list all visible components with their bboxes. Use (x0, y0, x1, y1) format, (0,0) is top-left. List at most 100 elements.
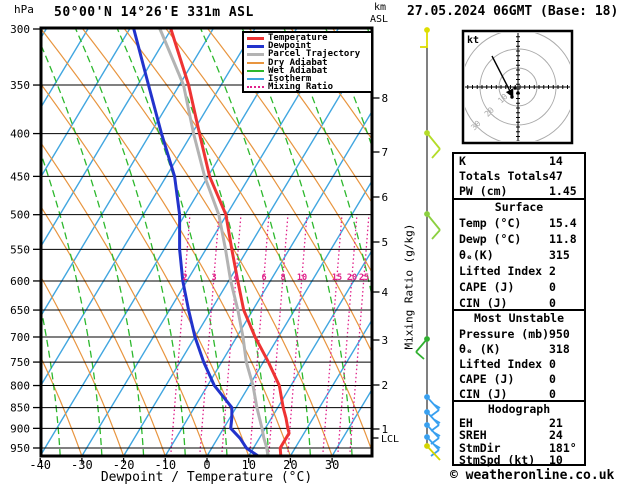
stat-row: Totals Totals 47 (454, 169, 584, 184)
legend-swatch-mixing-ratio (247, 86, 264, 89)
panel-title: Most Unstable (473, 311, 564, 325)
stat-label: EH (459, 416, 473, 431)
stat-row: Temp (°C) 15.4 (454, 215, 584, 231)
stat-value: 15.4 (549, 216, 577, 230)
legend-label: Dry Adiabat (268, 57, 328, 68)
stat-label: StmDir (459, 440, 501, 455)
wind-barb (420, 27, 430, 48)
km-tick-label: 7 (382, 146, 389, 159)
stat-label: CAPE (J) (459, 280, 515, 294)
asl-label: ASL (370, 14, 389, 25)
legend-swatch-parcel-trajectory (247, 52, 264, 56)
hodograph-unit-label: kt (467, 35, 479, 46)
station-title: 50°00'N 14°26'E 331m ASL (54, 5, 254, 20)
temp-tick-label: -40 (29, 458, 51, 472)
km-tick-label: 2 (382, 379, 389, 392)
pressure-tick-label: 750 (10, 356, 30, 369)
plot-border (39, 26, 374, 458)
legend-item: Parcel Trajectory (247, 50, 371, 59)
stat-row: EH 21 (454, 416, 584, 431)
stats-panel-hodograph: Hodograph EH 21 SREH 24 StmDir 181° StmSpd (kt)… (452, 400, 586, 467)
km-tick-label: 3 (382, 334, 389, 347)
pressure-tick-label: 700 (10, 331, 30, 344)
temperature-curve (169, 28, 291, 456)
legend-item: Dry Adiabat (247, 57, 371, 68)
wind-barb (424, 130, 441, 159)
mixing-ratio-value-label: 8 (280, 273, 285, 283)
stat-label: Temp (°C) (459, 216, 522, 230)
stats-panel-surface: Surface Temp (°C) 15.4 Dewp (°C) 11.8 θₑ(K) 31… (452, 198, 586, 311)
stat-label: θₑ(K) (459, 248, 494, 262)
chart-legend: Temperature Dewpoint Parcel Trajectory Dry … (242, 31, 373, 93)
legend-swatch-dewpoint (247, 44, 264, 48)
temperature-axis: -40 -30 -20 -10 0 10 20 30 (29, 458, 339, 472)
mixing-ratio-value-label: 10 (297, 273, 307, 283)
wind-barb (424, 211, 441, 240)
stat-value: 181° (549, 440, 577, 455)
km-tick-label: 6 (382, 191, 389, 204)
temp-tick-label: 20 (283, 458, 297, 472)
mixing-ratio-value-label: 6 (261, 273, 266, 283)
km-tick-label: 8 (382, 92, 389, 105)
stat-value: 11.8 (549, 232, 577, 246)
stats-panel: K 14 Totals Totals 47 PW (cm) 1.45 (452, 152, 586, 200)
hodograph-trace-dot (513, 86, 517, 90)
sounding-curves (132, 28, 291, 456)
legend-label: Temperature (268, 33, 328, 43)
stat-value: 47 (549, 168, 563, 183)
stat-label: CIN (J) (459, 387, 508, 402)
stat-label: PW (cm) (459, 183, 508, 198)
stat-value: 2 (549, 264, 556, 278)
stat-value: 950 (549, 326, 570, 341)
km-tick-label: 5 (382, 236, 389, 249)
pressure-tick-label: 950 (10, 442, 30, 455)
stat-label: SREH (459, 428, 487, 443)
stat-row: CIN (J) 0 (454, 295, 584, 311)
pressure-tick-label: 900 (10, 422, 30, 435)
temp-tick-label: 10 (241, 458, 255, 472)
stat-label: θₑ (K) (459, 341, 501, 356)
stat-label: Totals Totals (459, 168, 550, 183)
stat-value: 0 (549, 387, 556, 402)
wind-barb (424, 443, 441, 461)
temp-tick-label: -30 (71, 458, 93, 472)
wind-barb (424, 434, 441, 457)
pressure-tick-label: 850 (10, 402, 30, 415)
stat-value: 14 (549, 154, 563, 169)
pressure-tick-label: 800 (10, 380, 30, 393)
stat-label: Lifted Index (459, 264, 543, 278)
temp-tick-label: 30 (325, 458, 339, 472)
panel-title: Hodograph (487, 402, 551, 416)
mixing-ratio-value-label: 25 (359, 273, 369, 283)
pressure-tick-label: 550 (10, 243, 30, 256)
copyright-credit: © weatheronline.co.uk (450, 468, 615, 483)
legend-swatch-temperature (247, 36, 264, 40)
km-tick-label: 1 (382, 423, 389, 436)
pressure-gridlines (41, 84, 372, 449)
pressure-tick-label: 400 (10, 128, 30, 141)
panel-title: Surface (494, 200, 544, 214)
stat-row: SREH 24 (454, 428, 584, 443)
km-axis: 1 2 3 4 5 6 7 8 LCL (373, 92, 399, 445)
stat-value: 315 (549, 248, 570, 262)
stat-value: 1.45 (549, 183, 577, 198)
hodograph-trace-dot (516, 91, 520, 95)
legend-label: Mixing Ratio (268, 82, 334, 92)
pressure-tick-label: 450 (10, 170, 30, 183)
wind-barb (415, 336, 430, 360)
stat-label: CAPE (J) (459, 372, 515, 387)
stat-row: Lifted Index 2 (454, 263, 584, 279)
pressure-unit-label: hPa (14, 3, 34, 16)
legend-item: Dewpoint (247, 42, 371, 51)
stat-value: 0 (549, 280, 556, 294)
stat-row: PW (cm) 1.45 (454, 183, 584, 198)
stat-label: Dewp (°C) (459, 232, 522, 246)
lcl-label: LCL (381, 434, 399, 445)
stat-label: Pressure (mb) (459, 326, 550, 341)
pressure-axis: 300 350 400 450 500 550 600 650 700 750 800 850 900 9… (10, 23, 40, 455)
stat-row: K 14 (454, 154, 584, 169)
legend-label: Isotherm (268, 74, 312, 84)
temp-tick-label: -20 (113, 458, 135, 472)
stat-value: 0 (549, 296, 556, 310)
